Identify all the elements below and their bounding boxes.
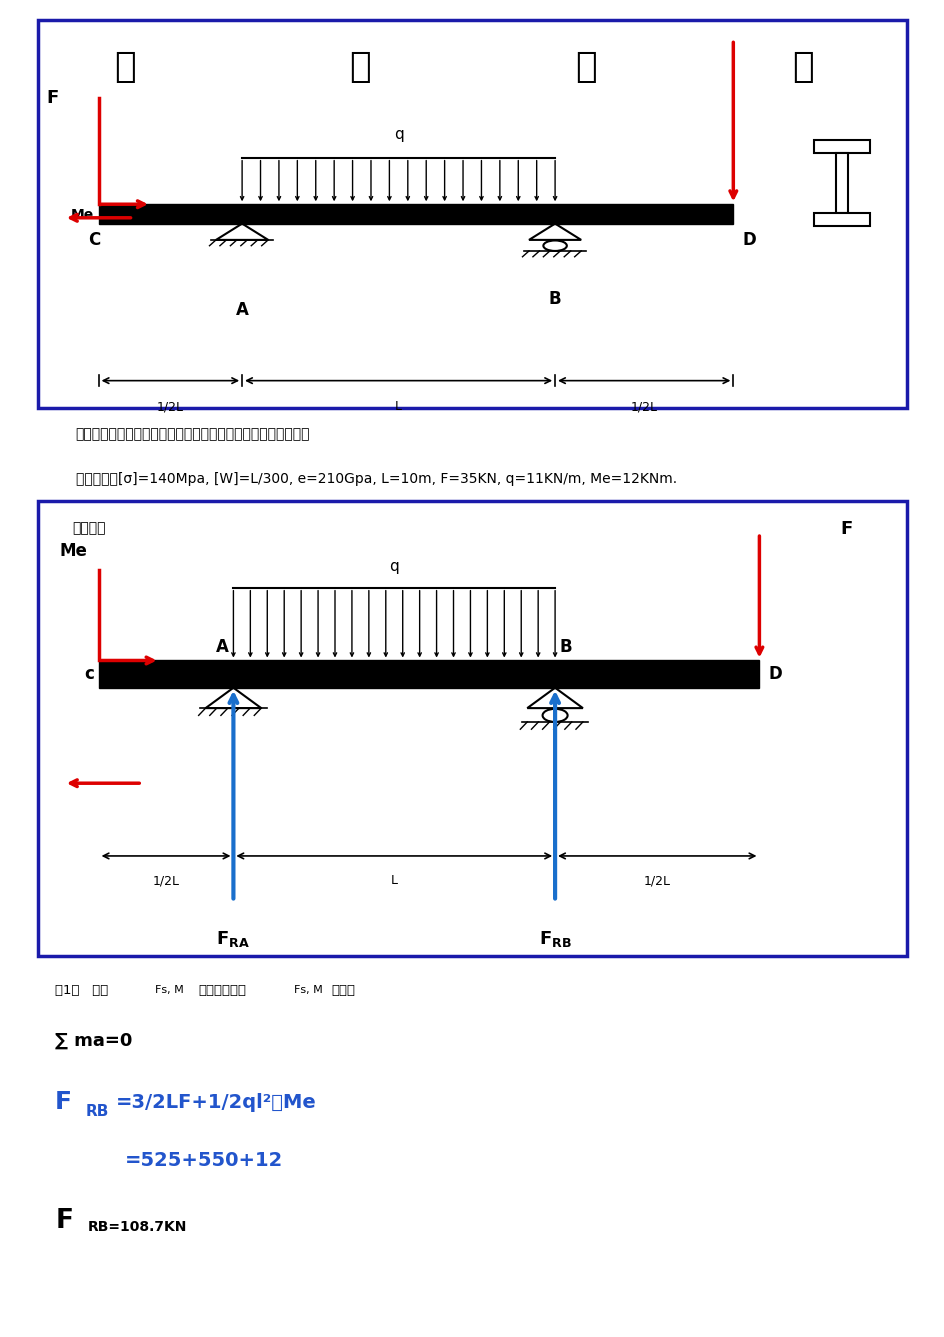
Text: F: F [46, 88, 59, 107]
Text: Fs, M: Fs, M [155, 985, 184, 996]
Bar [98, 660, 759, 687]
Text: 的图。: 的图。 [331, 984, 355, 997]
Text: 1/2L: 1/2L [157, 400, 184, 413]
Text: =525+550+12: =525+550+12 [125, 1151, 282, 1170]
Bar [813, 213, 869, 226]
Text: 字: 字 [348, 49, 370, 84]
Text: 1/2L: 1/2L [152, 874, 179, 888]
Text: 力学简图: 力学简图 [73, 521, 106, 536]
Text: （1）   列出: （1） 列出 [55, 984, 109, 997]
Text: Fs, M: Fs, M [294, 985, 323, 996]
Bar [813, 140, 869, 152]
Text: 工: 工 [114, 49, 135, 84]
Text: D: D [741, 231, 755, 250]
Text: L: L [390, 874, 397, 888]
Text: $\mathbf{F_{RB}}$: $\mathbf{F_{RB}}$ [538, 929, 571, 949]
Text: 梁: 梁 [791, 49, 813, 84]
Text: 方程并作出梁: 方程并作出梁 [198, 984, 246, 997]
Text: A: A [216, 638, 228, 656]
Text: 1/2L: 1/2L [630, 400, 657, 413]
Text: 已知条件：[σ]=140Mpa, [W]=L/300, e=210Gpa, L=10m, F=35KN, q=11KN/m, Me=12KNm.: 已知条件：[σ]=140Mpa, [W]=L/300, e=210Gpa, L=… [76, 472, 676, 485]
Text: q: q [394, 127, 403, 142]
Text: D: D [767, 664, 781, 683]
Text: F: F [839, 520, 851, 537]
Text: ∑ ma=0: ∑ ma=0 [55, 1032, 132, 1050]
Text: Me: Me [71, 209, 94, 222]
Text: RB=108.7KN: RB=108.7KN [88, 1219, 188, 1234]
Text: 目的：对棁进行强度、刚度的计算及棁上一点的应力状态分析。: 目的：对棁进行强度、刚度的计算及棁上一点的应力状态分析。 [76, 428, 310, 441]
Bar [835, 152, 847, 213]
Text: B: B [559, 638, 571, 656]
Text: 钔: 钔 [574, 49, 596, 84]
Bar [98, 205, 733, 223]
Text: 1/2L: 1/2L [643, 874, 670, 888]
Text: RB: RB [86, 1104, 109, 1119]
Text: B: B [548, 290, 561, 308]
Text: C: C [88, 231, 100, 250]
Text: A: A [235, 301, 248, 320]
Text: c: c [84, 664, 94, 683]
Text: L: L [395, 400, 402, 413]
Text: F: F [55, 1091, 72, 1114]
Text: Me: Me [59, 543, 87, 560]
Text: F: F [55, 1209, 73, 1234]
Text: $\mathbf{F_{RA}}$: $\mathbf{F_{RA}}$ [216, 929, 250, 949]
Text: =3/2LF+1/2ql²＋Me: =3/2LF+1/2ql²＋Me [116, 1092, 316, 1112]
Text: q: q [389, 559, 398, 574]
